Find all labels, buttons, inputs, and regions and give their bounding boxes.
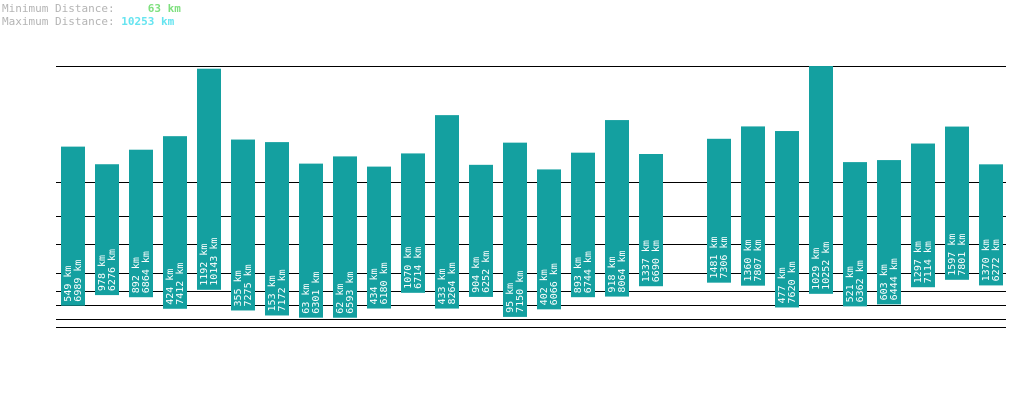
bar-min-label: 904 km <box>471 257 482 293</box>
bar-max-label: 6744 km <box>583 251 594 293</box>
range-bar <box>911 143 935 288</box>
bar-max-label: 6714 km <box>413 247 424 289</box>
bar-max-label: 7306 km <box>719 237 730 279</box>
range-bar <box>741 126 765 286</box>
bar-min-label: 355 km <box>233 270 244 306</box>
bar-min-label: 1070 km <box>403 247 414 289</box>
bar-min-label: 95 km <box>505 283 516 313</box>
bar-min-label: 153 km <box>267 275 278 311</box>
bar-max-label: 6252 km <box>481 251 492 293</box>
range-bar <box>129 149 153 298</box>
bar-max-label: 6301 km <box>311 272 322 314</box>
bar-max-label: 10143 km <box>209 238 220 286</box>
range-bar <box>605 120 629 297</box>
minimum-distance-row: Minimum Distance: 63 km <box>2 2 181 15</box>
range-bar <box>197 68 221 290</box>
bar-min-label: 433 km <box>437 268 448 304</box>
bar-min-label: 1360 km <box>743 240 754 282</box>
bar-max-label: 7114 km <box>923 241 934 283</box>
bar-max-label: 7801 km <box>957 234 968 276</box>
bar-min-label: 603 km <box>879 264 890 300</box>
range-bar <box>299 163 323 318</box>
maximum-distance-value: 10253 km <box>121 15 175 28</box>
range-bar <box>979 164 1003 286</box>
bar-max-label: 6864 km <box>141 251 152 293</box>
bar-min-label: 892 km <box>131 257 142 293</box>
bar-max-label: 6272 km <box>991 239 1002 281</box>
bar-max-label: 7150 km <box>515 271 526 313</box>
range-bar <box>435 115 459 309</box>
bar-min-label: 62 km <box>335 284 346 314</box>
bar-min-label: 549 km <box>63 266 74 302</box>
bar-max-label: 6362 km <box>855 260 866 302</box>
range-bar <box>469 164 493 297</box>
bar-max-label: 8264 km <box>447 262 458 304</box>
range-bar <box>163 136 187 309</box>
range-bar <box>571 152 595 298</box>
bar-min-label: 978 km <box>97 255 108 291</box>
bar-min-label: 1192 km <box>199 244 210 286</box>
bar-min-label: 477 km <box>777 267 788 303</box>
bar-max-label: 6276 km <box>107 249 118 291</box>
range-bar <box>95 164 119 296</box>
bar-min-label: 63 km <box>301 284 312 314</box>
bar-max-label: 7275 km <box>243 264 254 306</box>
bar-min-label: 1297 km <box>913 241 924 283</box>
range-bar <box>231 139 255 311</box>
bar-max-label: 6444 km <box>889 258 900 300</box>
range-bar <box>775 131 799 308</box>
bar-min-label: 434 km <box>369 268 380 304</box>
bar-min-label: 402 km <box>539 269 550 305</box>
range-bar <box>945 126 969 280</box>
bar-max-label: 7412 km <box>175 263 186 305</box>
bar-min-label: 1370 km <box>981 239 992 281</box>
range-bar <box>503 142 527 317</box>
bar-max-label: 7172 km <box>277 269 288 311</box>
range-bar <box>537 169 561 310</box>
bar-max-label: 6989 km <box>73 260 84 302</box>
bar-max-label: 6066 km <box>549 263 560 305</box>
bar-min-label: 1029 km <box>811 248 822 290</box>
range-bar <box>843 162 867 307</box>
range-bar <box>265 142 289 316</box>
bar-min-label: 918 km <box>607 256 618 292</box>
bar-min-label: 1597 km <box>947 234 958 276</box>
bar-min-label: 424 km <box>165 269 176 305</box>
range-bar <box>367 166 391 309</box>
range-bar <box>809 66 833 294</box>
range-bar <box>707 138 731 283</box>
bar-max-label: 6690 km <box>651 240 662 282</box>
range-bar <box>877 160 901 305</box>
bar-max-label: 6180 km <box>379 262 390 304</box>
range-bar <box>401 153 425 293</box>
bar-min-label: 893 km <box>573 257 584 293</box>
range-bar <box>639 154 663 287</box>
bar-min-label: 521 km <box>845 266 856 302</box>
maximum-distance-label: Maximum Distance: <box>2 15 115 28</box>
bar-min-label: 1337 km <box>641 240 652 282</box>
minimum-distance-label: Minimum Distance: <box>2 2 115 15</box>
range-bar <box>61 146 85 306</box>
bar-max-label: 7807 km <box>753 240 764 282</box>
bar-max-label: 8064 km <box>617 250 628 292</box>
bar-max-label: 6593 km <box>345 272 356 314</box>
bar-max-label: 10252 km <box>821 242 832 290</box>
minimum-distance-value: 63 km <box>147 2 181 15</box>
maximum-distance-row: Maximum Distance: 10253 km <box>2 15 174 28</box>
bar-max-label: 7620 km <box>787 261 798 303</box>
bar-min-label: 1481 km <box>709 237 720 279</box>
range-bar <box>333 156 357 318</box>
